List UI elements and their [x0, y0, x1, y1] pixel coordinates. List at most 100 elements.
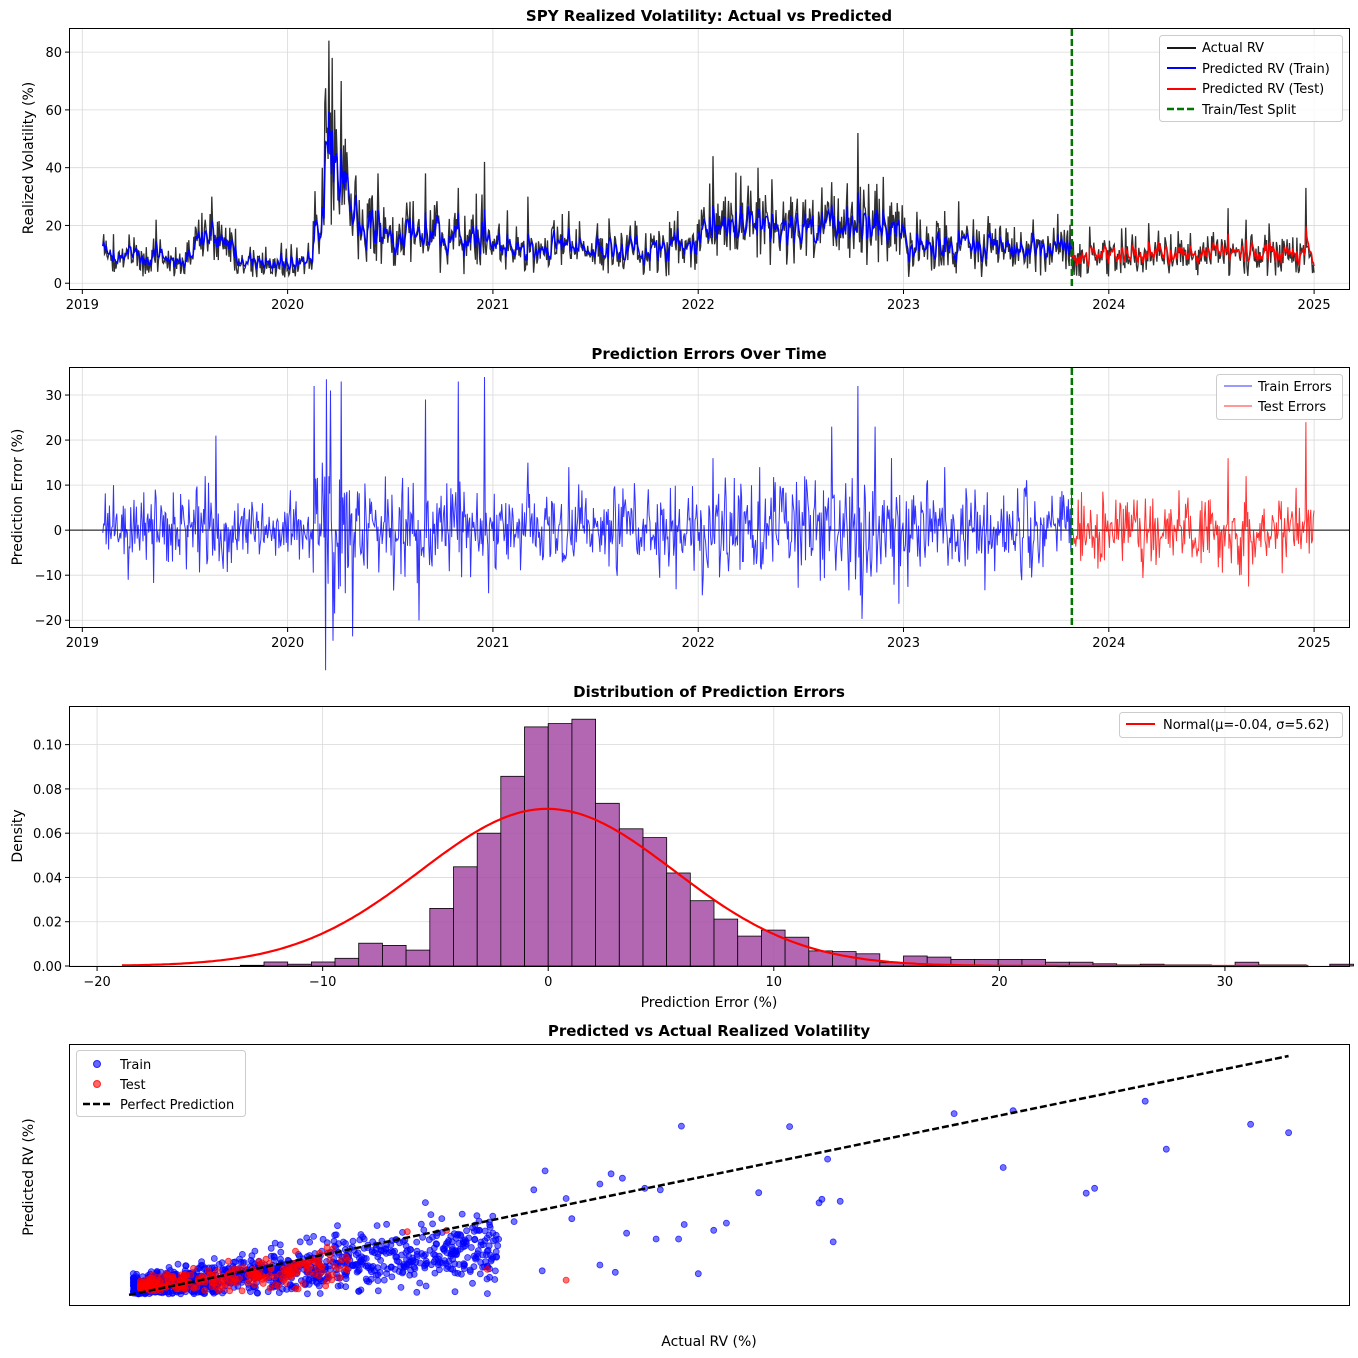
point-train	[457, 1270, 465, 1278]
legend-label-predicted-test: Predicted RV (Test)	[1202, 82, 1324, 97]
point-train	[254, 1289, 262, 1297]
y-axis-label-predicted: Predicted RV (%)	[21, 1118, 37, 1235]
y-tick-label: 0.08	[33, 783, 62, 798]
y-tick-label: 0.04	[33, 871, 62, 886]
histogram-bar	[571, 718, 597, 967]
point-train	[483, 1290, 491, 1297]
y-tick-label: 0.02	[33, 916, 62, 931]
panel-error-distribution: Distribution of Prediction Errors Densit…	[10, 683, 1354, 1011]
point-train	[607, 1170, 615, 1178]
point-test	[283, 1269, 291, 1276]
point-train	[267, 1244, 275, 1252]
point-test	[328, 1276, 336, 1284]
legend-volatility: Actual RV Predicted RV (Train) Predicted…	[1159, 35, 1343, 122]
point-train	[271, 1239, 279, 1247]
point-train	[494, 1242, 502, 1250]
point-train	[442, 1242, 449, 1250]
point-train	[999, 1164, 1007, 1171]
point-train	[1141, 1097, 1149, 1105]
y-tick-label: 20	[45, 219, 62, 234]
point-train	[377, 1257, 385, 1264]
y-tick-label: 20	[45, 434, 62, 449]
legend-scatter: Train Test Perfect Prediction	[76, 1050, 246, 1117]
point-test	[294, 1285, 302, 1293]
point-train	[815, 1199, 823, 1207]
histogram-bar	[713, 918, 739, 967]
point-test	[250, 1281, 258, 1289]
point-train	[397, 1284, 405, 1291]
point-train	[723, 1219, 730, 1227]
point-train	[479, 1251, 487, 1259]
point-train	[473, 1227, 481, 1234]
point-train	[221, 1266, 229, 1273]
point-train	[218, 1259, 226, 1267]
histogram-bar	[737, 935, 762, 967]
point-train	[678, 1122, 685, 1130]
point-train	[332, 1231, 340, 1239]
point-test	[299, 1280, 307, 1287]
point-train	[445, 1237, 453, 1244]
point-train	[368, 1247, 376, 1254]
point-test	[244, 1279, 252, 1287]
point-test	[224, 1257, 232, 1265]
point-train	[1162, 1145, 1170, 1153]
point-test	[177, 1271, 185, 1279]
histogram-bar	[618, 828, 644, 967]
point-train	[421, 1251, 429, 1259]
point-train	[459, 1237, 467, 1244]
point-train	[460, 1265, 468, 1272]
histogram-bar	[761, 929, 786, 967]
point-train	[337, 1282, 345, 1289]
point-test	[311, 1270, 319, 1278]
histogram-bar	[405, 949, 431, 967]
point-test	[201, 1286, 209, 1294]
point-test	[279, 1275, 286, 1282]
point-train	[477, 1259, 485, 1266]
series-train-errors	[102, 376, 1073, 671]
point-train	[675, 1235, 682, 1243]
legend-box	[76, 1050, 246, 1117]
point-test	[318, 1263, 326, 1271]
panel-predicted-vs-actual: Predicted vs Actual Realized Volatility …	[21, 1022, 1350, 1350]
point-train	[510, 1218, 518, 1225]
point-train	[426, 1247, 434, 1254]
point-train	[755, 1189, 763, 1197]
histogram-bar	[595, 802, 620, 967]
point-train	[448, 1246, 456, 1253]
point-test	[235, 1264, 243, 1272]
legend-label-test: Test	[119, 1078, 146, 1093]
point-train	[469, 1279, 476, 1287]
point-train	[619, 1174, 626, 1182]
point-train	[342, 1240, 349, 1247]
plot-frame-errors	[69, 367, 1350, 628]
legend-label-normal: Normal(μ=-0.04, σ=5.62)	[1163, 718, 1329, 733]
chart-title-errors: Prediction Errors Over Time	[591, 345, 826, 363]
point-train	[491, 1267, 499, 1275]
point-train	[429, 1220, 437, 1228]
legend-distribution: Normal(μ=-0.04, σ=5.62)	[1119, 712, 1343, 738]
point-train	[427, 1211, 435, 1218]
point-train	[481, 1227, 489, 1235]
series-predicted-train	[102, 111, 1073, 272]
plot-frame-scatter	[69, 1044, 1350, 1306]
point-train	[451, 1288, 459, 1296]
point-test	[343, 1266, 351, 1274]
point-train	[417, 1220, 425, 1228]
point-test	[142, 1280, 150, 1288]
x-tick-label: 2025	[1298, 636, 1331, 651]
point-train	[464, 1254, 472, 1261]
x-tick-label: 2020	[271, 298, 304, 313]
y-axis-label-errors: Prediction Error (%)	[10, 429, 26, 566]
point-train	[950, 1110, 958, 1117]
x-tick-label: 20	[991, 975, 1008, 990]
legend-label-train: Train	[119, 1058, 151, 1073]
point-train	[409, 1254, 417, 1262]
point-train	[420, 1262, 428, 1270]
point-test	[226, 1287, 234, 1295]
point-test	[483, 1266, 491, 1273]
point-train	[471, 1235, 479, 1243]
point-train	[438, 1215, 446, 1222]
point-train	[420, 1226, 428, 1234]
point-train	[680, 1221, 688, 1228]
panel-realized-volatility: SPY Realized Volatility: Actual vs Predi…	[21, 7, 1350, 313]
